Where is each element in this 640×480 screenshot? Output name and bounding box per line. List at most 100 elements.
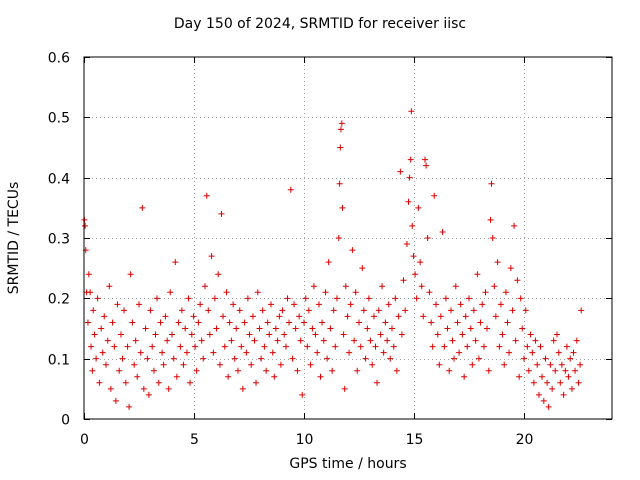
data-point xyxy=(567,355,574,362)
data-point xyxy=(88,343,95,350)
data-point xyxy=(129,319,136,326)
data-point xyxy=(346,349,353,356)
data-point xyxy=(568,385,575,392)
data-point xyxy=(82,222,89,229)
data-point xyxy=(312,331,319,338)
data-point xyxy=(535,391,542,398)
axis-ticks: 0 0.1 0.2 0.3 0.4 0.5 0.6 0 5 10 15 20 xyxy=(48,51,612,448)
data-point xyxy=(183,349,190,356)
data-point xyxy=(452,283,459,290)
data-point xyxy=(126,403,133,410)
data-point xyxy=(491,283,498,290)
data-point xyxy=(439,228,446,235)
data-point xyxy=(530,379,537,386)
data-point xyxy=(281,331,288,338)
data-point xyxy=(266,331,273,338)
data-point xyxy=(246,331,253,338)
data-point xyxy=(98,325,105,332)
data-point xyxy=(417,259,424,266)
data-point xyxy=(136,301,142,308)
data-point xyxy=(284,295,291,302)
data-point xyxy=(545,403,552,410)
data-point xyxy=(282,343,289,350)
data-point xyxy=(509,307,516,314)
data-point xyxy=(436,361,443,368)
data-point xyxy=(360,307,367,314)
data-point xyxy=(322,289,329,296)
data-point xyxy=(289,355,296,362)
data-point xyxy=(244,295,251,302)
data-point xyxy=(370,313,377,320)
data-point xyxy=(406,174,413,181)
data-point xyxy=(461,373,468,380)
data-point xyxy=(488,180,495,187)
data-point xyxy=(329,367,336,374)
y-tick-label: 0.2 xyxy=(48,292,70,308)
data-point xyxy=(487,216,494,223)
x-tick-label: 0 xyxy=(80,432,89,448)
data-point xyxy=(418,283,425,290)
data-point xyxy=(302,295,309,302)
data-point xyxy=(441,343,448,350)
data-point xyxy=(482,289,489,296)
y-tick-label: 0.1 xyxy=(48,353,70,369)
data-point xyxy=(336,180,343,187)
data-point xyxy=(155,379,162,386)
data-point xyxy=(522,307,529,314)
data-point xyxy=(111,343,118,350)
data-point xyxy=(294,367,301,374)
x-axis-label: GPS time / hours xyxy=(289,456,407,472)
data-point xyxy=(213,325,220,332)
data-point xyxy=(248,361,255,368)
data-point xyxy=(218,210,225,217)
data-point xyxy=(309,325,316,332)
data-point xyxy=(552,367,559,374)
data-point xyxy=(233,325,240,332)
data-point xyxy=(127,271,134,278)
data-point xyxy=(238,343,245,350)
data-point xyxy=(139,204,146,211)
data-point xyxy=(269,349,276,356)
data-point xyxy=(330,307,337,314)
data-point xyxy=(470,307,477,314)
data-point xyxy=(104,337,111,344)
data-point xyxy=(457,301,464,308)
data-point xyxy=(405,198,412,205)
data-point xyxy=(340,331,347,338)
data-point xyxy=(225,373,232,380)
data-point xyxy=(379,283,386,290)
data-point xyxy=(193,367,200,374)
data-point xyxy=(467,325,474,332)
data-point xyxy=(112,397,119,404)
data-point xyxy=(150,367,157,374)
data-point xyxy=(159,349,166,356)
data-point xyxy=(304,343,311,350)
x-tick-label: 5 xyxy=(190,432,199,448)
data-point xyxy=(563,343,570,350)
data-point xyxy=(202,283,208,290)
data-point xyxy=(369,361,376,368)
data-point xyxy=(408,108,415,115)
data-point xyxy=(415,204,422,211)
data-point xyxy=(550,337,557,344)
grid xyxy=(84,57,612,419)
data-point xyxy=(187,379,194,386)
data-point xyxy=(385,301,392,308)
data-point xyxy=(544,379,551,386)
data-point xyxy=(297,337,304,344)
data-point xyxy=(198,337,205,344)
data-point xyxy=(485,367,492,374)
data-point xyxy=(314,349,321,356)
data-point xyxy=(382,319,389,326)
data-point xyxy=(502,289,509,296)
data-point xyxy=(409,222,416,229)
data-point xyxy=(287,186,294,193)
data-point xyxy=(231,355,238,362)
data-point xyxy=(534,361,541,368)
data-point xyxy=(241,319,248,326)
data-point xyxy=(119,355,126,362)
data-point xyxy=(375,307,382,314)
data-point xyxy=(249,313,256,320)
data-point xyxy=(423,162,430,169)
data-point xyxy=(474,271,481,278)
